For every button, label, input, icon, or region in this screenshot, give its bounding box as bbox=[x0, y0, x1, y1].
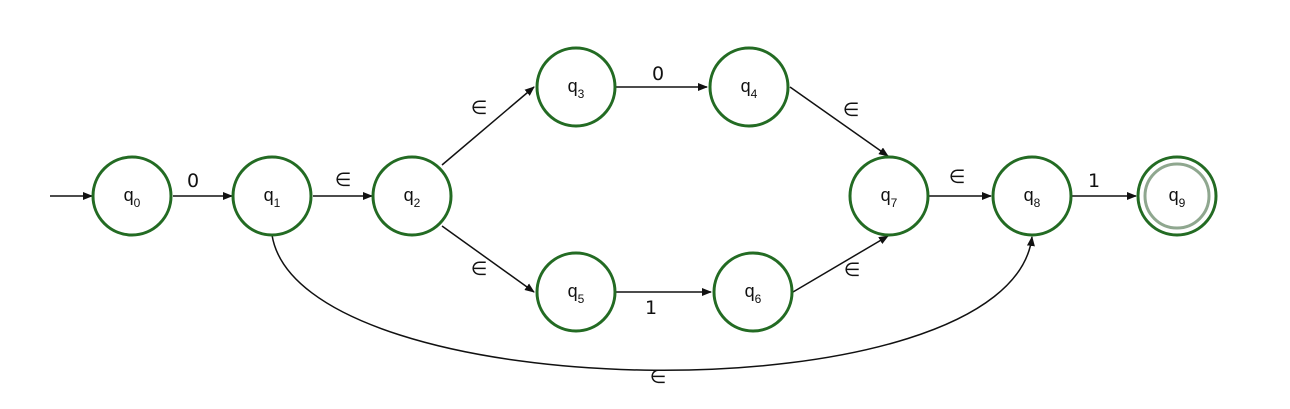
svg-text:q6: q6 bbox=[745, 281, 762, 306]
label-q1-q2: ∈ bbox=[335, 169, 352, 191]
transition-labels: 0 ∈ ∈ 0 ∈ ∈ 1 ∈ ∈ 1 ∈ bbox=[187, 63, 1100, 388]
svg-text:q4: q4 bbox=[741, 76, 758, 101]
state-q3: q3 bbox=[535, 46, 617, 128]
state-q6-name: q bbox=[745, 281, 755, 301]
edge-q6-q7 bbox=[792, 235, 889, 293]
state-q0-sub: 0 bbox=[134, 196, 141, 210]
label-q2-q3: ∈ bbox=[471, 97, 488, 119]
state-q6: q6 bbox=[712, 251, 794, 333]
state-q0-name: q bbox=[124, 185, 134, 205]
svg-text:q7: q7 bbox=[881, 185, 898, 210]
state-q8: q8 bbox=[991, 155, 1073, 237]
label-q8-q9: 1 bbox=[1088, 170, 1100, 192]
state-q8-sub: 8 bbox=[1034, 196, 1041, 210]
svg-text:q2: q2 bbox=[404, 185, 421, 210]
svg-text:q8: q8 bbox=[1024, 185, 1041, 210]
label-q6-q7: ∈ bbox=[844, 259, 861, 281]
edge-q1-q8 bbox=[271, 234, 1035, 372]
state-q2-sub: 2 bbox=[414, 196, 421, 210]
state-q5-name: q bbox=[568, 281, 578, 301]
state-q4-sub: 4 bbox=[751, 87, 758, 101]
state-q7-sub: 7 bbox=[891, 196, 898, 210]
state-q7-name: q bbox=[881, 185, 891, 205]
edge-q4-q7 bbox=[789, 86, 889, 157]
label-q0-q1: 0 bbox=[187, 170, 199, 192]
state-q0: q0 bbox=[91, 155, 173, 237]
state-q9-name: q bbox=[1169, 185, 1179, 205]
state-q9-accepting: q9 bbox=[1136, 155, 1218, 237]
label-q2-q5: ∈ bbox=[471, 258, 488, 280]
state-q1-name: q bbox=[264, 185, 274, 205]
state-q2: q2 bbox=[371, 155, 453, 237]
state-q5: q5 bbox=[535, 251, 617, 333]
label-q1-q8: ∈ bbox=[650, 366, 667, 388]
state-q5-sub: 5 bbox=[578, 292, 585, 306]
label-q3-q4: 0 bbox=[652, 63, 664, 85]
state-q1-sub: 1 bbox=[274, 196, 281, 210]
edge-q2-q5 bbox=[441, 225, 535, 293]
state-q3-sub: 3 bbox=[578, 87, 585, 101]
svg-text:q9: q9 bbox=[1169, 185, 1186, 210]
state-q8-name: q bbox=[1024, 185, 1034, 205]
state-q4-name: q bbox=[741, 76, 751, 96]
state-q4: q4 bbox=[708, 46, 790, 128]
state-q9-sub: 9 bbox=[1179, 196, 1186, 210]
state-q7: q7 bbox=[848, 155, 930, 237]
svg-text:q0: q0 bbox=[124, 185, 141, 210]
label-q5-q6: 1 bbox=[645, 297, 657, 319]
svg-text:q3: q3 bbox=[568, 76, 585, 101]
state-q6-sub: 6 bbox=[755, 292, 762, 306]
edge-q2-q3 bbox=[441, 86, 535, 166]
label-q7-q8: ∈ bbox=[949, 166, 966, 188]
label-q4-q7: ∈ bbox=[843, 99, 860, 121]
svg-text:q1: q1 bbox=[264, 185, 281, 210]
state-q1: q1 bbox=[231, 155, 313, 237]
svg-text:q5: q5 bbox=[568, 281, 585, 306]
state-q2-name: q bbox=[404, 185, 414, 205]
state-q3-name: q bbox=[568, 76, 578, 96]
transitions bbox=[173, 83, 1137, 372]
